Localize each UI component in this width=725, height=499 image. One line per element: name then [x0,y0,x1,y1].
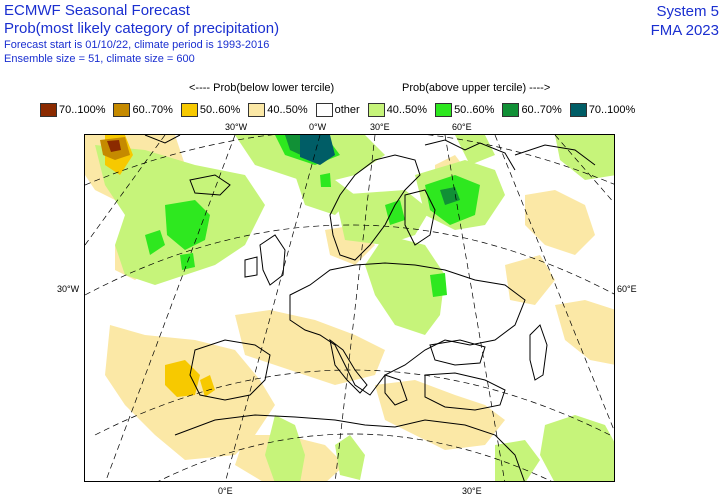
legend-swatch [435,103,453,117]
legend-label: 70..100% [59,104,106,116]
legend-item: 70..100% [569,103,636,117]
system-block: System 5 FMA 2023 [651,3,719,41]
legend-item: 60..70% [502,103,562,117]
lon-label-bottom: 0°E [218,486,233,496]
coastlines [144,135,596,481]
legend-label: other [334,104,360,116]
graticule [85,135,614,481]
legend-item: 60..70% [113,103,173,117]
lat-label-left: 30°W [57,284,80,294]
lon-label-top: 30°W [225,122,248,132]
legend-item: other [315,103,360,117]
legend-swatch [248,103,266,117]
title-block: ECMWF Seasonal Forecast Prob(most likely… [4,3,279,68]
legend-swatch [113,103,131,117]
above-tercile-caption: Prob(above upper tercile) ----> [402,82,551,94]
lon-label-top: 60°E [452,122,472,132]
lon-label-top: 30°E [370,122,390,132]
below-tercile-caption: <---- Prob(below lower tercile) [189,82,335,94]
legend-label: 60..70% [521,104,562,116]
lat-label-right: 60°E [617,284,637,294]
legend-swatch [180,103,198,117]
legend-label: 50..60% [199,104,241,116]
lon-label-top: 0°W [309,122,327,132]
forecast-map [84,134,615,482]
legend-label: 70..100% [588,104,636,116]
legend-item: 50..60% [180,103,241,117]
legend-item: 40..50% [248,103,308,117]
legend-item: 40..50% [367,103,428,117]
above-70-100-areas [300,135,335,165]
legend-swatch [367,103,385,117]
legend-item: 70..100% [40,103,105,117]
legend-label: 60..70% [132,104,173,116]
legend-swatch [40,103,57,117]
map-canvas [85,135,614,481]
below-high-areas [100,137,130,160]
page-title: ECMWF Seasonal Forecast [4,2,190,19]
legend-swatch [502,103,520,117]
legend-swatch [569,103,587,117]
forecast-start-line: Forecast start is 01/10/22, climate peri… [4,39,270,51]
legend-label: 40..50% [386,104,428,116]
ensemble-size-line: Ensemble size = 51, climate size = 600 [4,53,195,65]
legend: 70..100% 60..70% 50..60% 40..50% other 4… [40,103,643,117]
legend-label: 50..60% [454,104,495,116]
lon-label-bottom: 30°E [462,486,482,496]
legend-label: 40..50% [267,104,308,116]
legend-swatch [315,103,333,117]
system-name: System 5 [656,3,719,20]
forecast-period: FMA 2023 [650,21,719,39]
page-subtitle: Prob(most likely category of precipitati… [4,20,280,37]
legend-item: 50..60% [435,103,494,117]
